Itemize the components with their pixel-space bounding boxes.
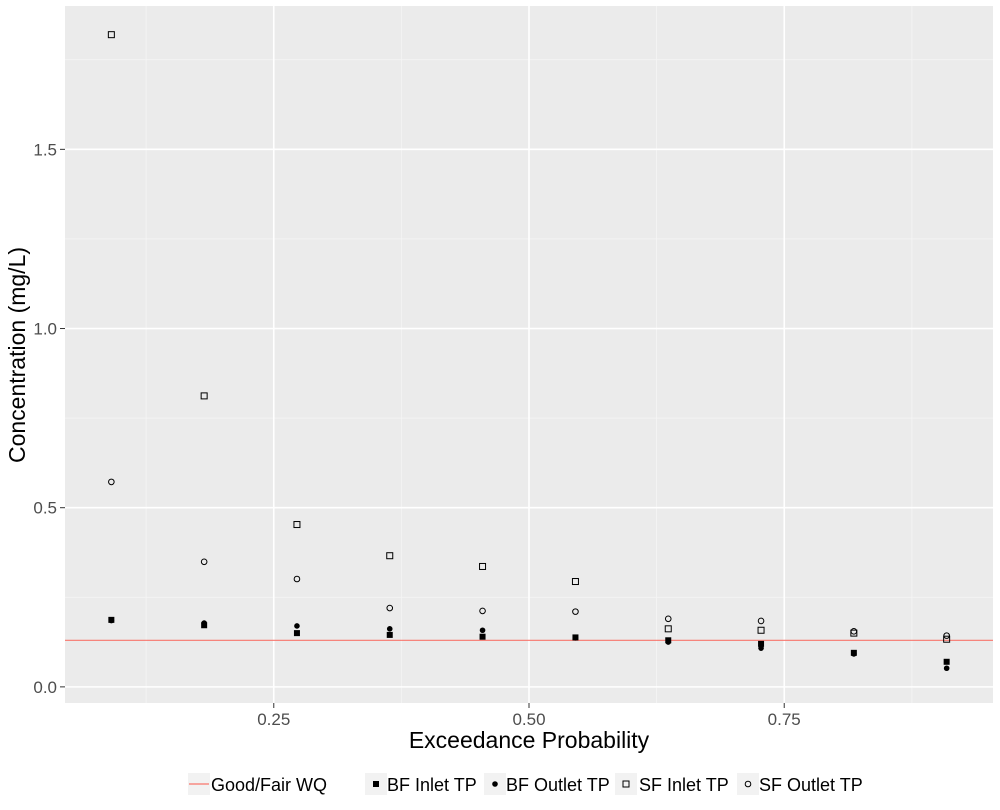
data-point xyxy=(758,645,764,651)
data-point xyxy=(850,629,858,637)
data-point xyxy=(943,635,951,643)
x-tick-label: 0.25 xyxy=(257,710,290,729)
data-point xyxy=(664,615,672,623)
points-layer xyxy=(107,31,951,672)
x-tick-label: 0.50 xyxy=(512,710,545,729)
data-point xyxy=(386,626,393,632)
legend-key-sf-outlet xyxy=(737,773,759,795)
data-point xyxy=(572,608,579,615)
data-point xyxy=(757,626,765,634)
legend: Good/Fair WQ BF Inlet TP BF Outlet TP SF… xyxy=(188,773,863,795)
x-axis-title: Exceedance Probability xyxy=(409,727,650,753)
data-point xyxy=(850,628,858,635)
data-point xyxy=(943,665,950,672)
data-point xyxy=(572,634,579,641)
data-point xyxy=(293,575,301,583)
legend-label-sf-inlet: SF Inlet TP xyxy=(639,775,729,795)
legend-label-reference-line: Good/Fair WQ xyxy=(211,775,327,795)
y-tick-label: 0.5 xyxy=(33,499,57,518)
legend-label-sf-outlet: SF Outlet TP xyxy=(759,775,863,795)
data-point xyxy=(293,630,300,637)
data-point xyxy=(758,640,765,647)
data-point xyxy=(571,578,579,586)
grid-major xyxy=(65,6,993,703)
legend-marker-bf-outlet xyxy=(492,781,498,787)
x-tick-label: 0.75 xyxy=(768,710,801,729)
data-point xyxy=(386,604,394,612)
data-point xyxy=(479,562,487,570)
data-point xyxy=(200,392,208,400)
data-point xyxy=(479,607,486,615)
data-point xyxy=(108,617,115,624)
y-tick-label: 1.5 xyxy=(33,140,57,159)
data-point xyxy=(107,31,115,39)
data-point xyxy=(479,627,486,634)
data-point xyxy=(294,623,300,629)
data-point xyxy=(201,620,207,626)
y-tick-label: 1.0 xyxy=(33,320,57,339)
y-axis-ticks: 0.0 0.5 1.0 1.5 xyxy=(33,140,65,697)
data-point xyxy=(665,639,672,645)
data-point xyxy=(386,631,393,638)
legend-label-bf-inlet: BF Inlet TP xyxy=(387,775,477,795)
data-point xyxy=(108,478,115,486)
x-axis-ticks: 0.25 0.50 0.75 xyxy=(257,703,801,729)
data-point xyxy=(293,521,301,529)
legend-label-bf-outlet: BF Outlet TP xyxy=(506,775,610,795)
legend-marker-bf-inlet xyxy=(373,781,379,787)
data-point xyxy=(479,633,486,640)
series-sf-outlet-tp xyxy=(108,478,950,639)
legend-marker-sf-inlet xyxy=(622,780,630,788)
series-bf-outlet-tp xyxy=(108,617,950,672)
y-axis-title: Concentration (mg/L) xyxy=(4,247,30,463)
series-sf-inlet-tp xyxy=(107,31,951,643)
data-point xyxy=(386,552,394,560)
data-point xyxy=(757,617,765,625)
data-point xyxy=(200,558,208,566)
data-point xyxy=(943,658,950,665)
data-point xyxy=(943,632,950,639)
data-point xyxy=(851,651,857,657)
legend-marker-sf-outlet xyxy=(744,780,752,788)
y-tick-label: 0.0 xyxy=(33,678,57,697)
data-point xyxy=(664,625,672,633)
legend-key-sf-inlet xyxy=(615,773,637,795)
